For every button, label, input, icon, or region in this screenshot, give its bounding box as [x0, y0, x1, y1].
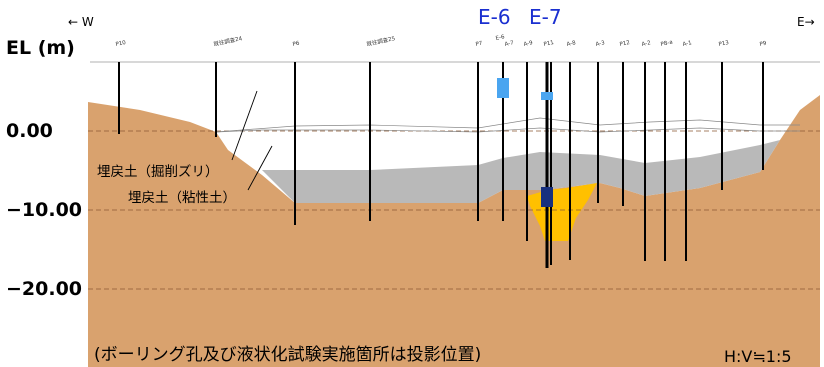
borehole-label: P7 — [475, 41, 483, 48]
test-site-e7-upper-marker — [541, 92, 553, 100]
borehole-label: A-2 — [641, 40, 651, 48]
borehole-label: P10 — [115, 40, 127, 48]
borehole-label: 既往調査24 — [213, 34, 244, 48]
east-direction-label: E→ — [797, 15, 815, 29]
borehole-label: P8-a — [660, 40, 673, 48]
borehole-label: P11 — [543, 40, 554, 48]
borehole-label: A-8 — [566, 40, 577, 48]
backfill-clay — [262, 140, 780, 203]
test-site-e7-lower-marker — [541, 187, 553, 207]
borehole-label: P6 — [292, 41, 300, 48]
test-site-label-e6: E-6 — [478, 5, 511, 29]
borehole-label: P13 — [718, 40, 730, 48]
fill-label-clay: 埋戻土（粘性土） — [128, 190, 236, 206]
borehole-label: A-3 — [595, 40, 606, 48]
tick-label-10: −10.00 — [6, 199, 83, 221]
former-ground-line-lower — [215, 127, 800, 133]
leader-line-clay — [247, 145, 273, 191]
borehole-label: A-1 — [682, 40, 692, 48]
borehole-label: P9 — [759, 41, 767, 48]
borehole-label: A-7 — [504, 40, 515, 48]
borehole-label: P12 — [619, 40, 630, 48]
borehole-label: 既往調査25 — [366, 34, 397, 48]
fill-label-excavated-gravel: 埋戻土（掘削ズリ） — [97, 164, 219, 180]
leader-line-gravel — [231, 90, 258, 161]
test-site-label-e7: E-7 — [529, 5, 562, 29]
tick-label-20: −20.00 — [6, 278, 83, 300]
projection-note: (ボーリング孔及び液状化試験実施箇所は投影位置) — [94, 345, 482, 365]
natural-ground — [88, 95, 820, 367]
west-direction-label: ← W — [68, 15, 94, 29]
borehole-labels: P10 既往調査24 P6 既往調査25 P7 E-6 A-7 A-9 P11 … — [115, 34, 767, 48]
scale-ratio: H:V≒1:5 — [724, 347, 792, 366]
borehole-label: E-6 — [495, 34, 506, 42]
elevation-axis-title: EL (m) — [6, 37, 75, 59]
tick-label-0: 0.00 — [6, 120, 53, 142]
test-site-e6-marker — [497, 78, 509, 98]
borehole-label: A-9 — [523, 40, 534, 48]
